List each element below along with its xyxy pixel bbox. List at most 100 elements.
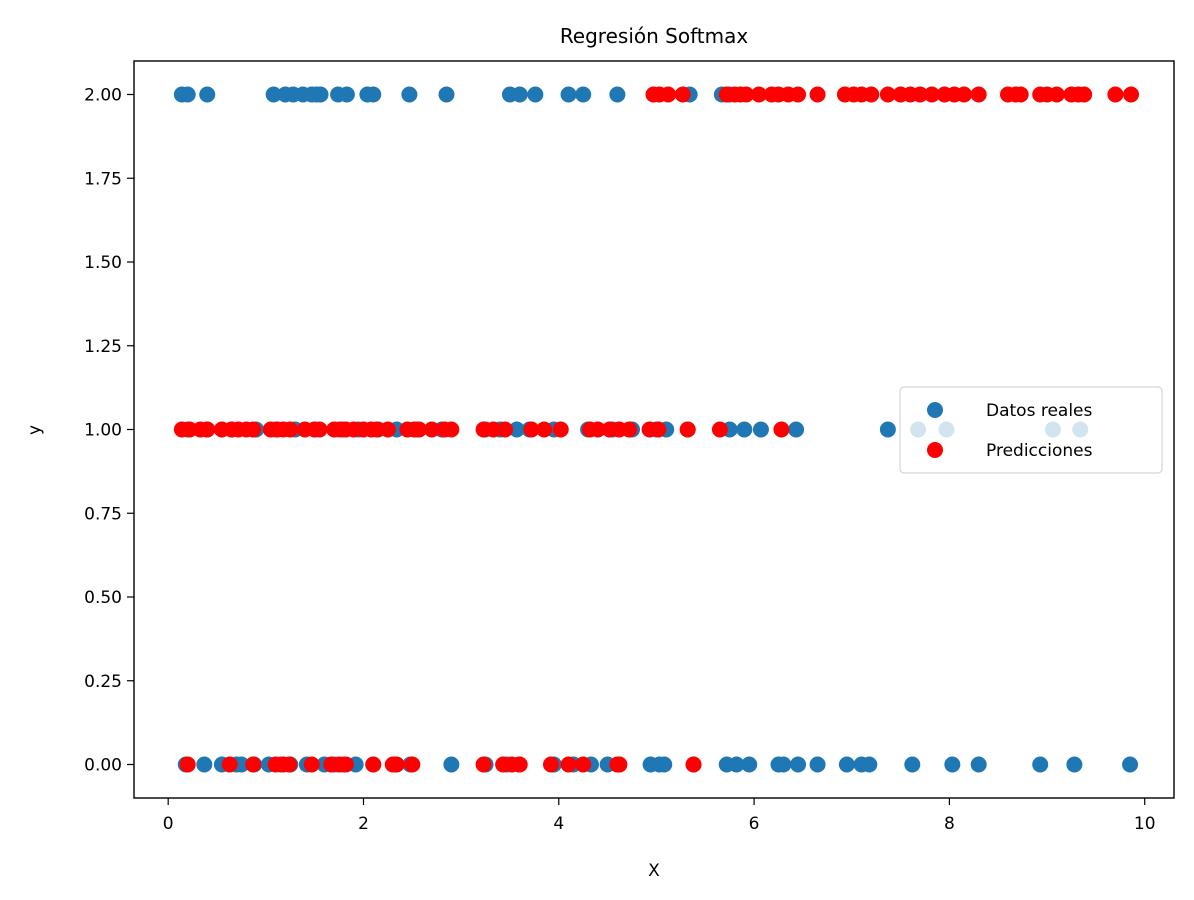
point-series-0-52 (788, 421, 805, 438)
point-series-1-13 (809, 86, 826, 103)
point-series-0-40 (508, 421, 525, 438)
point-series-1-78 (621, 421, 638, 438)
point-series-1-85 (221, 756, 238, 773)
point-series-1-90 (303, 756, 320, 773)
point-series-0-11 (338, 86, 355, 103)
x-tick-label-4: 8 (944, 814, 955, 834)
point-series-1-65 (423, 421, 440, 438)
point-series-0-89 (728, 756, 745, 773)
point-series-1-101 (511, 756, 528, 773)
point-series-0-100 (970, 756, 987, 773)
y-tick-label-1: 0.25 (84, 672, 122, 692)
point-series-1-93 (337, 756, 354, 773)
y-tick-label-8: 2.00 (84, 86, 122, 106)
legend: Datos reales Predicciones (899, 386, 1163, 474)
point-series-1-102 (542, 756, 559, 773)
x-tick-label-1: 2 (358, 814, 369, 834)
point-series-1-46 (245, 421, 262, 438)
legend-box (899, 386, 1163, 474)
point-series-1-84 (179, 756, 196, 773)
point-series-1-36 (1107, 86, 1124, 103)
point-series-1-71 (523, 421, 540, 438)
y-axis: 0.00 0.25 0.50 0.75 1.00 1.25 1.50 1.75 2.00 (84, 86, 134, 776)
point-series-0-2 (199, 86, 216, 103)
point-series-0-102 (1066, 756, 1083, 773)
y-tick-label-6: 1.50 (84, 253, 122, 273)
point-series-1-70 (497, 421, 514, 438)
point-series-0-95 (838, 756, 855, 773)
point-series-0-93 (790, 756, 807, 773)
point-series-0-62 (233, 756, 250, 773)
point-series-1-96 (388, 756, 405, 773)
point-series-1-67 (443, 421, 460, 438)
point-series-0-13 (365, 86, 382, 103)
y-tick-label-3: 0.75 (84, 504, 122, 524)
point-series-0-99 (944, 756, 961, 773)
point-series-1-61 (379, 421, 396, 438)
point-series-0-75 (443, 756, 460, 773)
point-series-0-103 (1122, 756, 1139, 773)
point-series-1-50 (282, 421, 299, 438)
point-series-1-37 (1123, 86, 1140, 103)
point-series-0-92 (775, 756, 792, 773)
x-tick-label-5: 10 (1134, 814, 1156, 834)
point-series-1-25 (956, 86, 973, 103)
point-series-0-51 (752, 421, 769, 438)
point-series-0-101 (1032, 756, 1049, 773)
plot-points (173, 86, 1140, 773)
y-tick-label-0: 0.00 (84, 756, 122, 776)
y-tick-label-4: 1.00 (84, 421, 122, 441)
point-series-1-3 (674, 86, 691, 103)
point-series-1-94 (365, 756, 382, 773)
point-series-0-53 (879, 421, 896, 438)
point-series-1-98 (475, 756, 492, 773)
point-series-1-81 (679, 421, 696, 438)
point-series-0-3 (265, 86, 282, 103)
point-series-1-7 (738, 86, 755, 103)
point-series-1-97 (404, 756, 421, 773)
point-series-1-73 (552, 421, 569, 438)
point-series-1-26 (970, 86, 987, 103)
point-series-1-41 (199, 421, 216, 438)
x-tick-label-2: 4 (553, 814, 564, 834)
point-series-0-21 (609, 86, 626, 103)
point-series-1-104 (575, 756, 592, 773)
point-series-1-18 (879, 86, 896, 103)
series-1 (173, 86, 1140, 773)
y-tick-label-5: 1.25 (84, 337, 122, 357)
point-series-0-1 (179, 86, 196, 103)
x-axis-label: X (648, 861, 660, 881)
point-series-0-20 (575, 86, 592, 103)
point-series-1-22 (923, 86, 940, 103)
y-tick-label-7: 1.75 (84, 169, 122, 189)
point-series-1-32 (1048, 86, 1065, 103)
point-series-1-21 (912, 86, 929, 103)
point-series-0-94 (809, 756, 826, 773)
point-series-0-98 (904, 756, 921, 773)
legend-label-datos-reales: Datos reales (986, 401, 1093, 421)
point-series-1-12 (790, 86, 807, 103)
point-series-1-86 (245, 756, 262, 773)
point-series-1-29 (1012, 86, 1029, 103)
point-series-1-8 (750, 86, 767, 103)
point-series-1-103 (560, 756, 577, 773)
point-series-1-80 (650, 421, 667, 438)
point-series-0-9 (312, 86, 329, 103)
point-series-1-82 (711, 421, 728, 438)
point-series-1-75 (589, 421, 606, 438)
point-series-1-83 (773, 421, 790, 438)
point-series-0-90 (741, 756, 758, 773)
point-series-1-17 (863, 86, 880, 103)
legend-label-predicciones: Predicciones (986, 441, 1093, 461)
point-series-0-14 (401, 86, 418, 103)
point-series-1-2 (660, 86, 677, 103)
point-series-1-69 (485, 421, 502, 438)
point-series-0-50 (736, 421, 753, 438)
x-tick-label-0: 0 (163, 814, 174, 834)
y-axis-label: y (25, 425, 45, 435)
point-series-1-106 (611, 756, 628, 773)
y-tick-label-2: 0.50 (84, 588, 122, 608)
x-tick-label-3: 6 (749, 814, 760, 834)
point-series-1-53 (311, 421, 328, 438)
